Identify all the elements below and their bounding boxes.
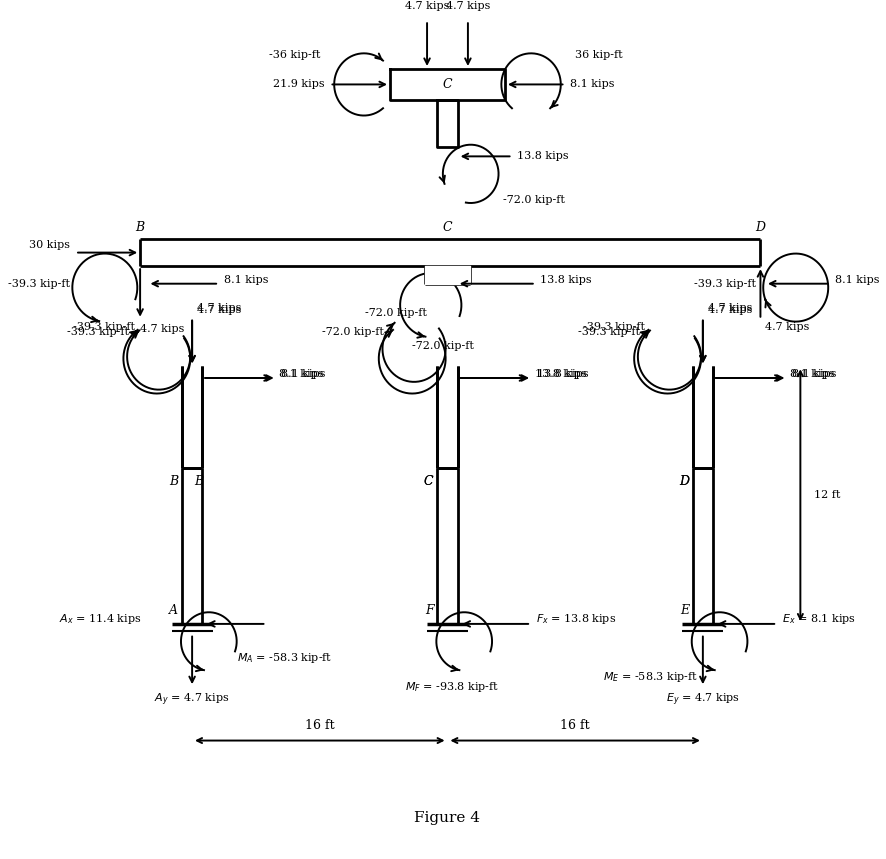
Text: -72.0 kip-ft: -72.0 kip-ft [366,308,427,318]
Text: 16 ft: 16 ft [305,720,335,733]
Text: 13.8 kips: 13.8 kips [535,369,587,379]
Text: A: A [169,604,178,617]
Text: -39.3 kip-ft: -39.3 kip-ft [73,322,135,332]
Text: 21.9 kips: 21.9 kips [273,79,325,89]
Text: 12 ft: 12 ft [814,490,841,500]
Text: -72.0 kip-ft: -72.0 kip-ft [503,195,565,205]
Text: D: D [679,476,689,489]
Text: B: B [169,476,178,489]
Text: -36 kip-ft: -36 kip-ft [268,51,320,60]
Text: -72.0 kip-ft: -72.0 kip-ft [412,341,474,351]
Text: $E_y$ = 4.7 kips: $E_y$ = 4.7 kips [665,691,740,708]
Text: 16 ft: 16 ft [560,720,590,733]
Text: 8.1 kips: 8.1 kips [835,275,879,285]
Text: 8.1 kips: 8.1 kips [790,369,835,379]
Text: $M_F$ = -93.8 kip-ft: $M_F$ = -93.8 kip-ft [405,680,499,694]
Text: 4.7 kips: 4.7 kips [708,303,752,313]
Text: $M_A$ = -58.3 kip-ft: $M_A$ = -58.3 kip-ft [237,651,332,665]
Text: E: E [680,604,689,617]
Text: 8.1 kips: 8.1 kips [223,275,268,285]
Text: -39.3 kip-ft: -39.3 kip-ft [9,278,71,289]
Text: Figure 4: Figure 4 [415,811,480,825]
Text: 36 kip-ft: 36 kip-ft [575,51,622,60]
Text: 8.1 kips: 8.1 kips [279,369,324,379]
Text: F: F [425,604,433,617]
Text: 4.7 kips: 4.7 kips [405,1,449,10]
Text: C: C [424,476,433,489]
Text: $A_x$ = 11.4 kips: $A_x$ = 11.4 kips [58,612,141,626]
Text: -39.3 kip-ft: -39.3 kip-ft [67,327,129,338]
Text: -39.3 kip-ft: -39.3 kip-ft [578,327,640,338]
Text: 4.7 kips: 4.7 kips [708,305,752,315]
Text: 4.7 kips: 4.7 kips [446,1,490,10]
Text: C: C [443,221,452,234]
Text: -39.3 kip-ft: -39.3 kip-ft [583,322,645,332]
Text: D: D [756,221,766,234]
Text: 13.8 kips: 13.8 kips [537,369,588,379]
Text: 4.7 kips: 4.7 kips [140,325,184,334]
Text: -39.3 kip-ft: -39.3 kip-ft [694,278,756,289]
Text: -72.0 kip-ft: -72.0 kip-ft [323,327,385,338]
Text: C: C [443,78,452,91]
Text: $E_x$ = 8.1 kips: $E_x$ = 8.1 kips [781,612,856,626]
Text: $A_y$ = 4.7 kips: $A_y$ = 4.7 kips [154,691,229,708]
Text: 8.1 kips: 8.1 kips [792,369,836,379]
Text: 4.7 kips: 4.7 kips [197,303,241,313]
Text: $F_x$ = 13.8 kips: $F_x$ = 13.8 kips [536,612,616,626]
Text: 13.8 kips: 13.8 kips [540,275,592,285]
Text: $M_E$ = -58.3 kip-ft: $M_E$ = -58.3 kip-ft [603,670,698,685]
Text: B: B [194,476,203,489]
Text: 4.7 kips: 4.7 kips [766,322,810,332]
Text: 8.1 kips: 8.1 kips [570,79,615,89]
Text: 30 kips: 30 kips [29,240,71,250]
Text: 8.1 kips: 8.1 kips [281,369,326,379]
Text: C: C [424,476,433,489]
Text: 13.8 kips: 13.8 kips [517,151,569,161]
Text: B: B [136,221,144,234]
Text: D: D [679,476,689,489]
Text: 4.7 kips: 4.7 kips [197,305,241,315]
